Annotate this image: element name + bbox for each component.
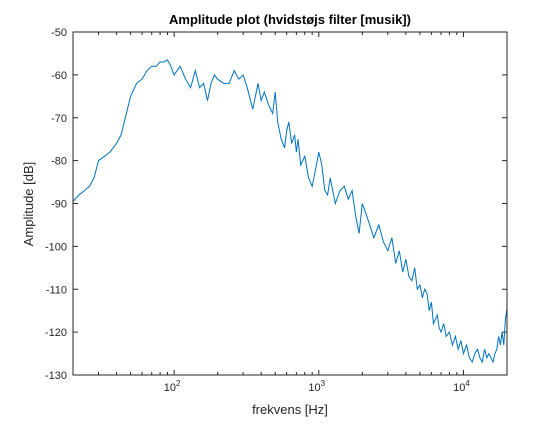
x-axis-title: frekvens [Hz] <box>252 402 328 417</box>
y-tick-label: -120 <box>45 327 67 339</box>
x-tick-label: 104 <box>453 379 470 394</box>
y-tick-label: -80 <box>51 156 67 168</box>
y-tick-label: -50 <box>51 27 67 39</box>
x-tick-label: 102 <box>164 379 181 394</box>
y-tick-label: -60 <box>51 70 67 82</box>
y-tick-label: -100 <box>45 241 67 253</box>
amplitude-series-line <box>72 59 508 364</box>
y-tick-label: -90 <box>51 199 67 211</box>
y-tick-label: -110 <box>46 284 67 296</box>
y-tick-label: -130 <box>45 370 67 382</box>
plot-background <box>73 32 507 375</box>
chart-title: Amplitude plot (hvidstøjs filter [musik]… <box>169 12 411 27</box>
y-axis-title: Amplitude [dB] <box>21 162 36 247</box>
y-axis-ticks: -50 -60 -70 -80 -90 -100 -110 -120 -130 <box>45 27 507 382</box>
y-tick-label: -70 <box>51 113 67 125</box>
axes-box <box>72 31 508 376</box>
x-tick-label: 103 <box>308 379 325 394</box>
